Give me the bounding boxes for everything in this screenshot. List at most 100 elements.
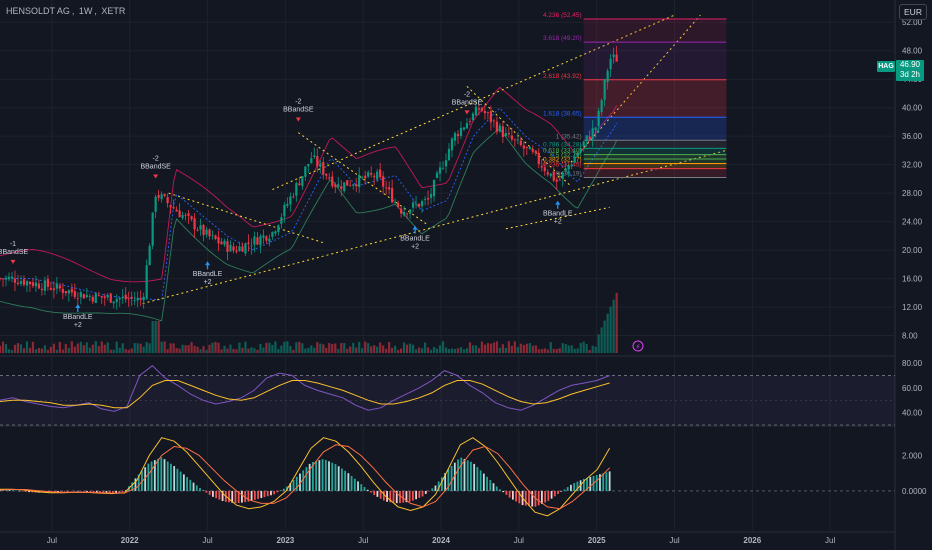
wedge-line-3 bbox=[298, 132, 429, 226]
candle-body bbox=[522, 145, 525, 149]
candle-body bbox=[175, 209, 178, 212]
volume-bar bbox=[591, 345, 594, 353]
macd-histogram-bar bbox=[424, 490, 427, 494]
volume-bar bbox=[492, 342, 495, 353]
macd-histogram-bar bbox=[328, 461, 330, 491]
volume-bar bbox=[516, 347, 519, 353]
candle-body bbox=[576, 153, 579, 157]
candle-body bbox=[543, 167, 546, 172]
volume-bar bbox=[244, 341, 247, 353]
volume-bar bbox=[73, 346, 76, 353]
buy-arrow-icon bbox=[412, 225, 418, 230]
volume-bar bbox=[483, 344, 487, 353]
volume-bar bbox=[289, 345, 292, 353]
volume-bar bbox=[43, 345, 46, 353]
macd-histogram-bar bbox=[479, 470, 482, 491]
macd-histogram-bar bbox=[21, 490, 24, 492]
candle-body bbox=[199, 225, 202, 230]
macd-histogram-bar bbox=[437, 481, 440, 491]
volume-bar bbox=[429, 349, 433, 353]
candle-body bbox=[1, 278, 5, 280]
volume-bar bbox=[397, 349, 400, 353]
candle-body bbox=[250, 245, 253, 247]
volume-bar bbox=[145, 342, 148, 353]
volume-bar bbox=[22, 348, 26, 353]
price-tick-label: 8.00 bbox=[902, 332, 918, 341]
macd-histogram-bar bbox=[434, 485, 437, 491]
volume-bar bbox=[477, 348, 481, 353]
candle-body bbox=[510, 135, 513, 140]
macd-histogram-bar bbox=[576, 481, 579, 491]
volume-bar bbox=[346, 348, 349, 353]
candle-body bbox=[142, 296, 145, 301]
candle-body bbox=[154, 196, 157, 212]
volume-bar bbox=[34, 349, 38, 353]
volume-bar bbox=[522, 344, 525, 353]
macd-histogram-bar bbox=[8, 489, 11, 491]
macd-histogram-bar bbox=[344, 470, 347, 491]
macd-histogram-bar bbox=[57, 490, 59, 492]
volume-bar bbox=[600, 327, 603, 353]
macd-histogram-bar bbox=[515, 490, 517, 502]
volume-bar bbox=[328, 343, 331, 353]
candle-body bbox=[337, 184, 340, 188]
macd-histogram-bar bbox=[502, 490, 505, 493]
candle-body bbox=[247, 242, 250, 245]
macd-histogram-bar bbox=[305, 467, 308, 491]
candle-body bbox=[459, 127, 463, 137]
volume-bar bbox=[250, 347, 253, 353]
candle-body bbox=[465, 123, 469, 129]
macd-histogram-bar bbox=[373, 490, 376, 496]
symbol-title[interactable]: HENSOLDT AG, 1W, XETR bbox=[6, 6, 126, 16]
sell-arrow-icon bbox=[464, 110, 470, 115]
price-tick-label: 32.00 bbox=[902, 161, 923, 170]
candle-body bbox=[295, 183, 298, 196]
time-tick-label: 2023 bbox=[276, 536, 294, 545]
volume-bar bbox=[121, 343, 124, 353]
volume-bar bbox=[480, 341, 484, 353]
candle-body bbox=[579, 148, 582, 153]
candle-body bbox=[558, 179, 561, 181]
volume-bar bbox=[190, 341, 193, 353]
macd-histogram-bar bbox=[95, 490, 98, 493]
macd-histogram-bar bbox=[137, 474, 140, 491]
macd-histogram-bar bbox=[586, 477, 588, 491]
candle-body bbox=[585, 135, 588, 142]
lightning-event-icon[interactable] bbox=[632, 340, 644, 352]
volume-bar bbox=[259, 343, 262, 353]
candle-body bbox=[498, 125, 501, 132]
macd-histogram-bar bbox=[495, 486, 498, 491]
sell-arrow-icon bbox=[153, 174, 159, 179]
volume-bar bbox=[513, 341, 516, 353]
volume-bar bbox=[103, 344, 106, 353]
candle-body bbox=[507, 133, 510, 135]
candle-body bbox=[31, 282, 35, 286]
currency-button[interactable]: EUR bbox=[899, 4, 927, 20]
candle-body bbox=[313, 155, 316, 158]
candle-body bbox=[319, 163, 322, 167]
volume-bar bbox=[307, 347, 310, 353]
volume-bar bbox=[423, 342, 427, 353]
volume-bar bbox=[46, 349, 49, 353]
time-tick-label: Jul bbox=[669, 536, 679, 545]
volume-bar bbox=[444, 347, 448, 353]
candle-body bbox=[388, 187, 391, 190]
candle-body bbox=[169, 205, 172, 208]
candle-body bbox=[280, 217, 283, 224]
exchange-label: XETR bbox=[101, 6, 126, 16]
macd-histogram-bar bbox=[208, 490, 211, 495]
candle-body bbox=[534, 150, 537, 154]
candle-body bbox=[564, 168, 567, 172]
macd-histogram-bar bbox=[518, 490, 521, 504]
macd-histogram-bar bbox=[415, 490, 418, 500]
candle-body bbox=[148, 245, 151, 266]
candle-body bbox=[253, 236, 256, 245]
candle-body bbox=[609, 58, 612, 70]
signal-label: BBandSE bbox=[140, 163, 171, 170]
volume-bar bbox=[79, 341, 82, 353]
candle-body bbox=[97, 295, 100, 296]
volume-bar bbox=[205, 349, 208, 353]
macd-histogram-bar bbox=[547, 490, 550, 501]
volume-bar bbox=[552, 348, 555, 353]
